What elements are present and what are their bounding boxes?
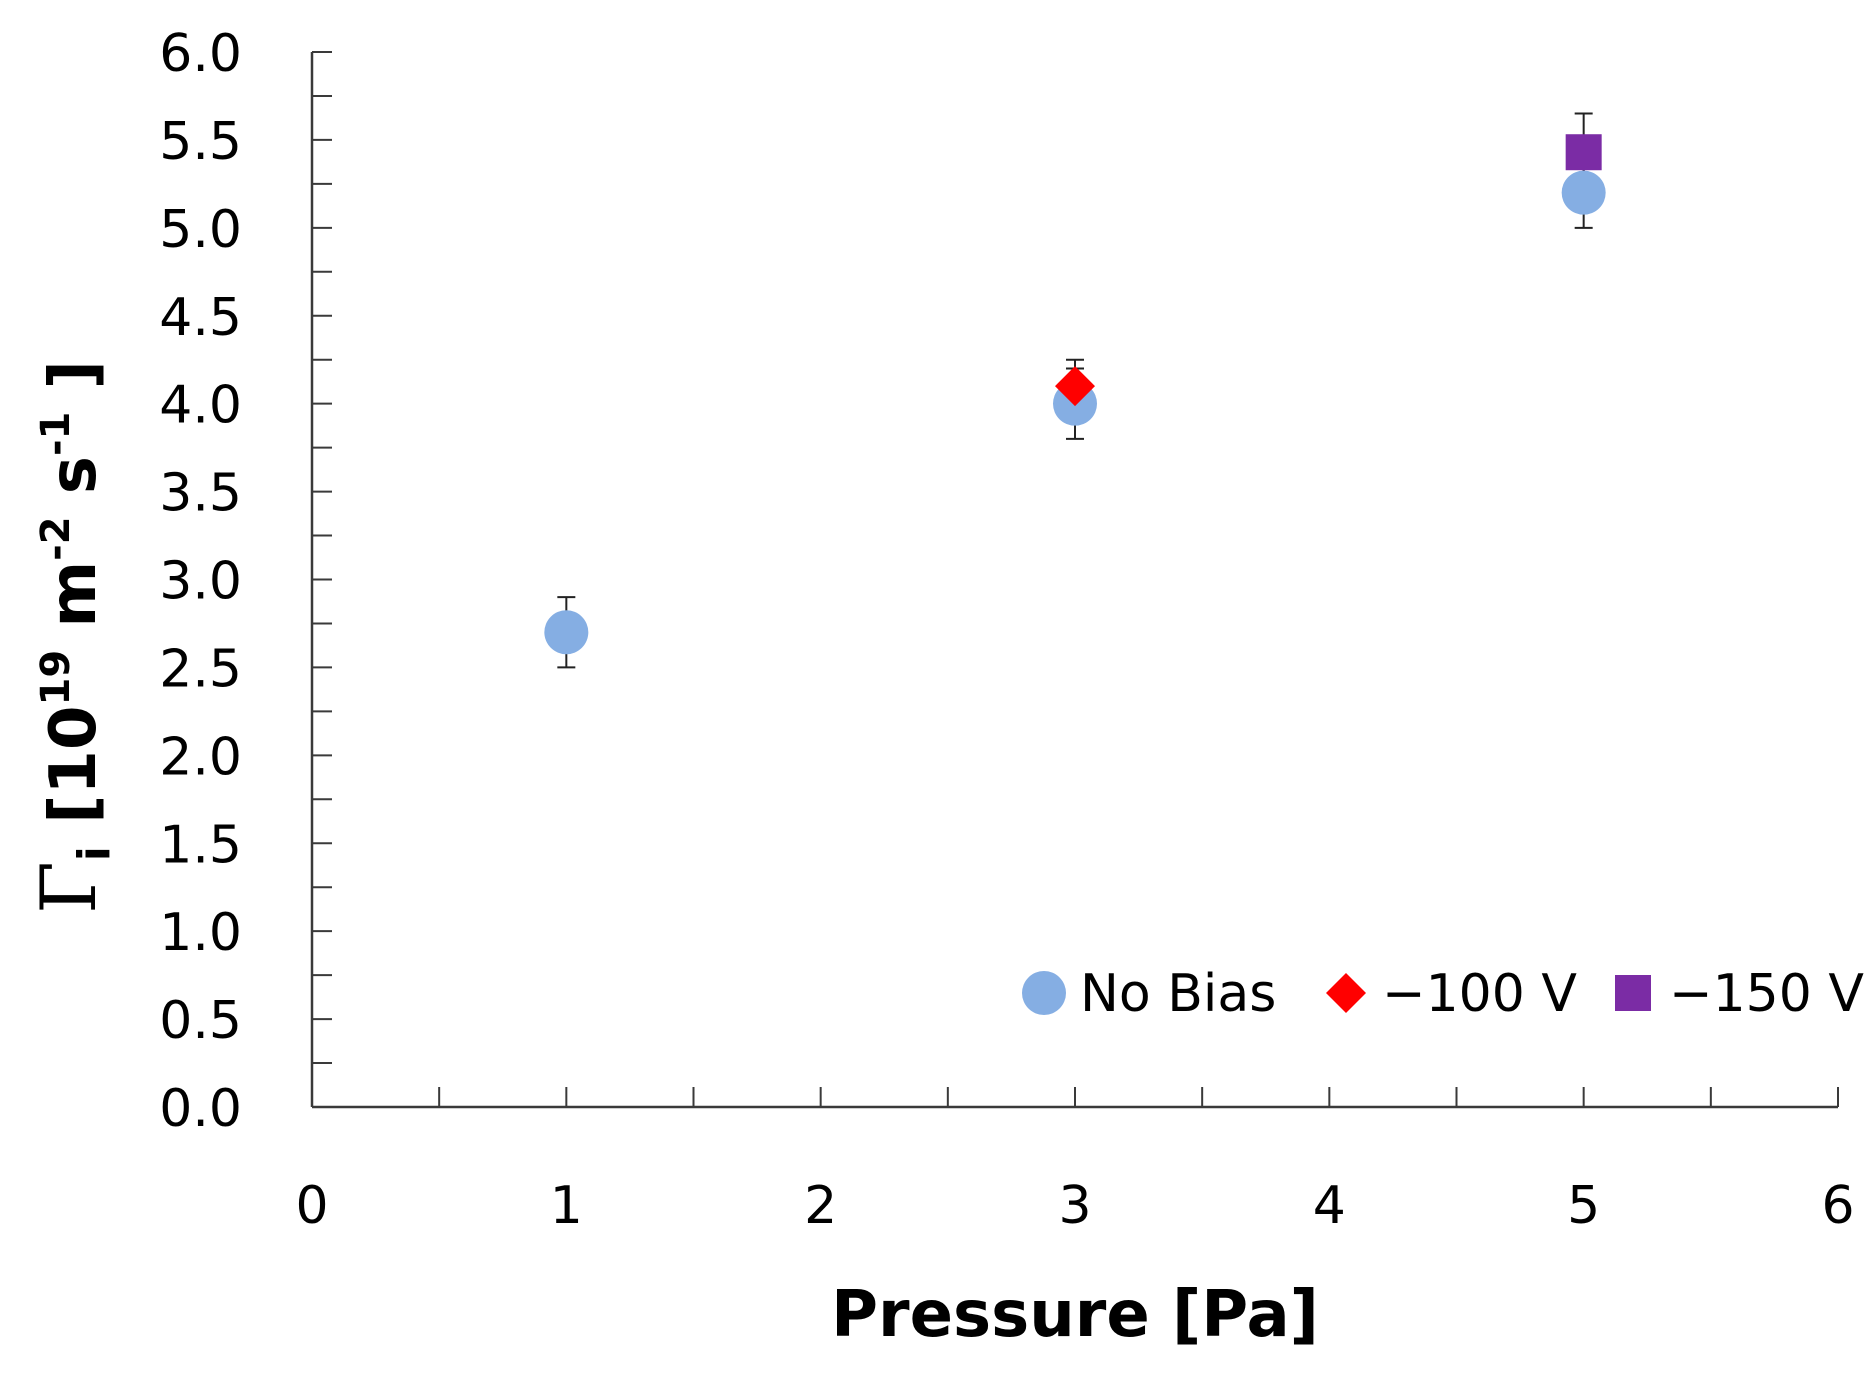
data-point-no-bias — [544, 610, 589, 655]
axes-layer: 0.0 0.5 1.0 1.5 2.0 2.5 3.0 3.5 4.0 4.5 5.0 5.5 6.0 0… — [159, 24, 1854, 1236]
legend-label-100-v: −100 V — [1382, 964, 1577, 1024]
data-point-no-bias — [1561, 170, 1606, 215]
x-tick-label: 4 — [1313, 1176, 1346, 1236]
y-axis-title-unit-m: m — [37, 561, 111, 650]
y-tick-label: 1.0 — [159, 903, 242, 963]
y-axis-title-exponent1: 19 — [33, 650, 79, 706]
legend-label-150-v: −150 V — [1669, 964, 1864, 1024]
data-point-150-v — [1565, 134, 1602, 171]
y-tick-label: 4.5 — [159, 288, 242, 348]
x-tick-label: 3 — [1058, 1176, 1091, 1236]
legend: No Bias −100 V −150 V — [1022, 964, 1864, 1024]
data-markers — [544, 134, 1606, 655]
y-tick-label: 0.5 — [159, 991, 242, 1051]
y-axis-title-exponent2: -2 — [33, 516, 79, 560]
y-axis-title-subscript: i — [69, 846, 120, 861]
y-tick-label: 3.5 — [159, 464, 242, 524]
x-tick-label: 0 — [295, 1176, 328, 1236]
y-axis-title-unit-s: s — [37, 456, 111, 516]
y-tick-label: 0.0 — [159, 1079, 242, 1139]
legend-marker-no-bias — [1022, 971, 1066, 1015]
y-axis-title-close: ] — [37, 360, 111, 412]
y-tick-label: 5.5 — [159, 112, 242, 172]
y-axis-title-open: [10 — [37, 706, 111, 847]
y-axis-title-exponent3: -1 — [33, 412, 79, 456]
y-tick-label: 1.5 — [159, 815, 242, 875]
y-tick-label: 6.0 — [159, 24, 242, 84]
y-axis-title-symbol: Γ — [24, 861, 113, 914]
x-tick-label: 6 — [1821, 1176, 1854, 1236]
legend-marker-150-v — [1615, 975, 1651, 1011]
y-axis-title: Γi [1019 m-2 s-1 ] — [24, 360, 120, 914]
x-tick-label: 2 — [804, 1176, 837, 1236]
data-point-100-v — [1055, 366, 1095, 407]
y-tick-label: 4.0 — [159, 376, 242, 436]
y-tick-label: 2.5 — [159, 639, 242, 699]
x-axis-title: Pressure [Pa] — [831, 1278, 1319, 1352]
legend-marker-100-v — [1326, 973, 1366, 1013]
x-tick-label: 5 — [1567, 1176, 1600, 1236]
y-tick-label: 3.0 — [159, 552, 242, 612]
y-tick-label: 5.0 — [159, 200, 242, 260]
legend-label-no-bias: No Bias — [1080, 964, 1276, 1024]
x-tick-label: 1 — [550, 1176, 583, 1236]
y-tick-label: 2.0 — [159, 727, 242, 787]
